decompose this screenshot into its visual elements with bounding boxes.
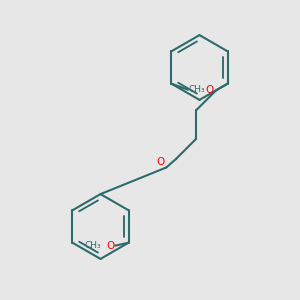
Text: O: O (206, 85, 214, 95)
Text: CH₃: CH₃ (84, 241, 101, 250)
Text: O: O (156, 157, 164, 166)
Text: O: O (106, 241, 114, 251)
Text: CH₃: CH₃ (188, 85, 205, 94)
